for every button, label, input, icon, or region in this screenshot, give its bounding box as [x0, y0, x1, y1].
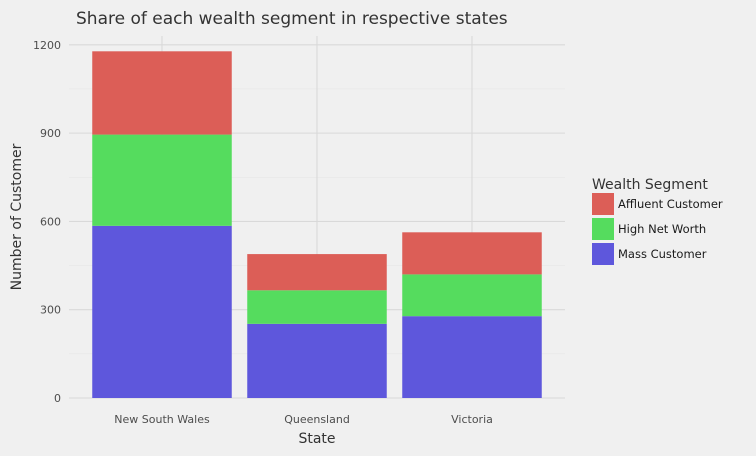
y-tick-label: 900	[40, 127, 61, 140]
bar-segment	[247, 290, 387, 324]
y-axis-title: Number of Customer	[9, 143, 25, 290]
chart-title: Share of each wealth segment in respecti…	[76, 9, 508, 29]
legend-key	[592, 193, 614, 215]
legend-key	[592, 218, 614, 240]
y-axis: 0 300 600 900 1200	[33, 39, 61, 405]
bar-segment	[92, 134, 232, 226]
legend-label: Mass Customer	[618, 247, 707, 261]
bars	[92, 51, 542, 398]
legend-label: High Net Worth	[618, 222, 706, 236]
bar-segment	[92, 225, 232, 398]
bar-segment	[247, 323, 387, 398]
y-tick-label: 600	[40, 215, 61, 228]
x-tick-label: Victoria	[451, 413, 493, 426]
bar-segment	[92, 51, 232, 135]
bar-segment	[247, 254, 387, 291]
bar-segment	[402, 274, 542, 317]
x-tick-label: Queensland	[284, 413, 350, 426]
bar-segment	[402, 316, 542, 398]
legend-label: Affluent Customer	[618, 197, 723, 211]
x-axis: New South Wales Queensland Victoria	[114, 413, 493, 426]
legend-key	[592, 243, 614, 265]
bar-segment	[402, 232, 542, 275]
y-tick-label: 0	[54, 392, 61, 405]
legend: Wealth Segment Affluent Customer High Net…	[592, 177, 723, 265]
x-tick-label: New South Wales	[114, 413, 210, 426]
y-tick-label: 1200	[33, 39, 61, 52]
y-tick-label: 300	[40, 304, 61, 317]
legend-title: Wealth Segment	[592, 177, 708, 193]
x-axis-title: State	[298, 431, 335, 447]
